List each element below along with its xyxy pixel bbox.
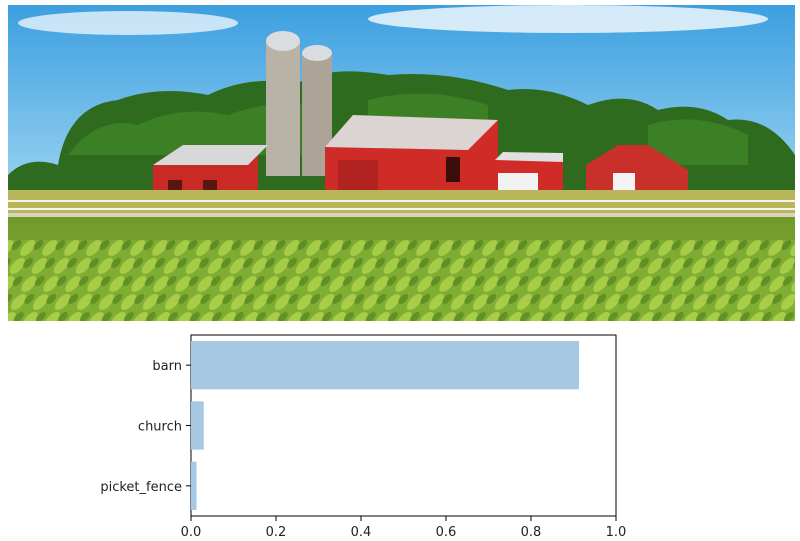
farm-photo	[8, 5, 795, 321]
y-ticks: barn church picket_fence	[100, 359, 191, 495]
barn-right	[586, 145, 688, 193]
barn-left	[153, 145, 268, 193]
bar-barn	[191, 341, 580, 390]
y-tick-label: picket_fence	[100, 480, 182, 495]
silos	[266, 31, 332, 176]
x-tick-label: 0.2	[266, 525, 287, 540]
barn-main	[325, 115, 498, 195]
cloud	[368, 5, 768, 33]
y-tick-label: church	[138, 420, 182, 435]
x-tick-label: 0.6	[436, 525, 457, 540]
y-tick-label: barn	[152, 359, 182, 374]
road	[8, 213, 795, 217]
x-tick-label: 0.8	[521, 525, 542, 540]
bar-church	[191, 401, 204, 450]
x-ticks: 0.0 0.2 0.4 0.6 0.8 1.0	[181, 516, 627, 540]
bars-layer	[191, 341, 580, 510]
x-tick-label: 1.0	[606, 525, 627, 540]
shed	[495, 152, 563, 190]
bar-chart: barn church picket_fence 0.0 0.2 0.4 0.6 0.8 1.…	[100, 334, 627, 540]
fence	[8, 200, 795, 210]
crop-rows	[8, 240, 795, 321]
x-tick-label: 0.0	[181, 525, 202, 540]
x-tick-label: 0.4	[351, 525, 372, 540]
bar-picket_fence	[191, 461, 197, 510]
cloud	[18, 11, 238, 35]
